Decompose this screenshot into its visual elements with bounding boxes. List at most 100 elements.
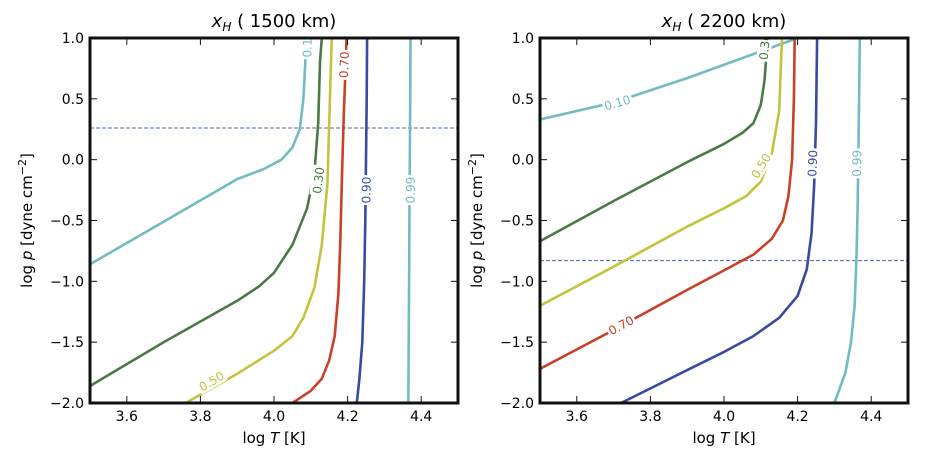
y-tick-label: −1.5 (50, 335, 84, 351)
x-label-prefix: log (242, 429, 270, 447)
y-axis-label: log p [dyne cm−2] (16, 153, 36, 288)
contour-label-text: 0.70 (337, 51, 352, 78)
series-group: 0.10 0.30 0.50 0.70 0.90 0.99 (540, 33, 908, 403)
contour-label-0.70: 0.70 (336, 49, 352, 81)
y-tick-label: 0.5 (62, 92, 84, 108)
y-tick-label: −1.0 (50, 274, 84, 290)
contour-label-text: 0.30 (310, 166, 327, 194)
y-label-prefix: log (18, 260, 36, 288)
y-label-unit: [dyne cm (468, 175, 486, 250)
contour-label-0.70: 0.70 (604, 311, 638, 339)
contour-label-text: 0.99 (404, 177, 418, 204)
chart-title: xH ( 2200 km) (661, 11, 787, 34)
x-tick-label: 3.8 (639, 409, 661, 425)
contour-label-bg (600, 91, 634, 114)
y-tick-label: 1.0 (62, 31, 84, 47)
contour-line-0.50 (185, 38, 334, 403)
y-tick-label: 0.0 (62, 153, 84, 169)
contour-label-0.10: 0.10 (600, 91, 634, 114)
x-tick-label: 4.4 (410, 409, 432, 425)
title-variable: x (211, 11, 223, 32)
contour-label-text: 0.90 (805, 150, 820, 177)
contour-label-bg (358, 175, 374, 206)
contour-line-0.70 (291, 38, 348, 403)
axes-frame (88, 36, 460, 405)
contour-line-0.30 (90, 38, 324, 388)
contour-label-text: 0.99 (850, 150, 864, 177)
y-tick-label: −2.0 (500, 396, 534, 412)
contour-label-0.90: 0.90 (358, 175, 374, 206)
contour-label-bg (336, 49, 352, 81)
x-tick-label: 4.2 (336, 409, 358, 425)
x-label-unit: [K] (279, 429, 305, 447)
y-tick-label: −0.5 (50, 214, 84, 230)
x-tick-label: 3.8 (189, 409, 211, 425)
contour-line-0.30 (540, 38, 770, 243)
contour-line-0.10 (90, 38, 308, 266)
y-label-close: ] (468, 153, 486, 159)
contour-line-0.90 (355, 38, 369, 403)
x-tick-label: 4.4 (860, 409, 882, 425)
contour-label-0.99: 0.99 (849, 148, 864, 179)
y-label-exponent: −2 (466, 159, 479, 175)
contour-line-0.99 (833, 38, 862, 403)
chart-panel-2: 0.10 0.30 0.50 0.70 0.90 0.99 3.6 3.8 4.0 4.2 4.4 −… (466, 11, 910, 447)
contour-line-0.50 (540, 38, 784, 307)
x-tick-label: 4.2 (786, 409, 808, 425)
y-label-exponent: −2 (16, 159, 29, 175)
title-rest: ( 2200 km) (681, 11, 786, 32)
axes-frame (538, 36, 910, 405)
contour-label-0.50: 0.50 (747, 149, 775, 183)
x-label-unit: [K] (729, 429, 755, 447)
x-axis-label: log T [K] (692, 429, 755, 447)
x-tick-label: 3.6 (116, 409, 138, 425)
chart-panel-1: 0.10 0.30 0.50 0.70 0.90 0.99 3.6 3.8 4.0 4.2 4.4 −… (16, 11, 460, 447)
y-tick-label: 0.0 (512, 153, 534, 169)
y-tick-label: −0.5 (500, 214, 534, 230)
y-tick-label: 1.0 (512, 31, 534, 47)
contour-label-0.90: 0.90 (804, 148, 820, 179)
contour-label-bg (604, 311, 638, 339)
x-label-prefix: log (692, 429, 720, 447)
contour-line-0.99 (407, 38, 412, 403)
contour-label-0.10: 0.10 (299, 31, 315, 60)
contour-line-0.70 (540, 38, 796, 371)
contour-label-0.30: 0.30 (756, 33, 774, 63)
x-label-variable: T (720, 429, 731, 447)
y-label-variable: p (468, 251, 486, 262)
contour-label-text: 0.10 (603, 93, 633, 114)
title-rest: ( 1500 km) (231, 11, 336, 32)
x-axis-label: log T [K] (242, 429, 305, 447)
title-subscript: H (222, 20, 231, 34)
x-label-variable: T (270, 429, 281, 447)
contour-label-bg (403, 175, 418, 206)
contour-label-bg (747, 149, 775, 183)
contour-label-0.50: 0.50 (194, 367, 228, 395)
contour-line-0.90 (620, 38, 819, 403)
x-tick-label: 4.0 (263, 409, 285, 425)
title-subscript: H (672, 20, 681, 34)
contour-label-bg (804, 148, 820, 179)
contour-label-bg (309, 164, 328, 197)
y-tick-label: −1.0 (500, 274, 534, 290)
y-label-prefix: log (468, 260, 486, 288)
title-variable: x (661, 11, 673, 32)
contour-label-bg (849, 148, 864, 179)
y-axis-label: log p [dyne cm−2] (466, 153, 486, 288)
contour-label-bg (194, 367, 228, 395)
y-tick-label: −1.5 (500, 335, 534, 351)
contour-label-text: 0.30 (757, 33, 774, 61)
y-label-variable: p (18, 251, 36, 262)
contour-label-bg (299, 38, 315, 60)
y-tick-label: −2.0 (50, 396, 84, 412)
contour-line-0.10 (540, 38, 799, 121)
y-tick-label: 0.5 (512, 92, 534, 108)
contour-label-0.99: 0.99 (403, 175, 418, 206)
series-group: 0.10 0.30 0.50 0.70 0.90 0.99 (90, 31, 458, 403)
x-tick-label: 4.0 (713, 409, 735, 425)
contour-label-0.30: 0.30 (309, 164, 328, 197)
y-label-close: ] (18, 153, 36, 159)
x-tick-label: 3.6 (566, 409, 588, 425)
contour-label-text: 0.10 (300, 31, 315, 58)
